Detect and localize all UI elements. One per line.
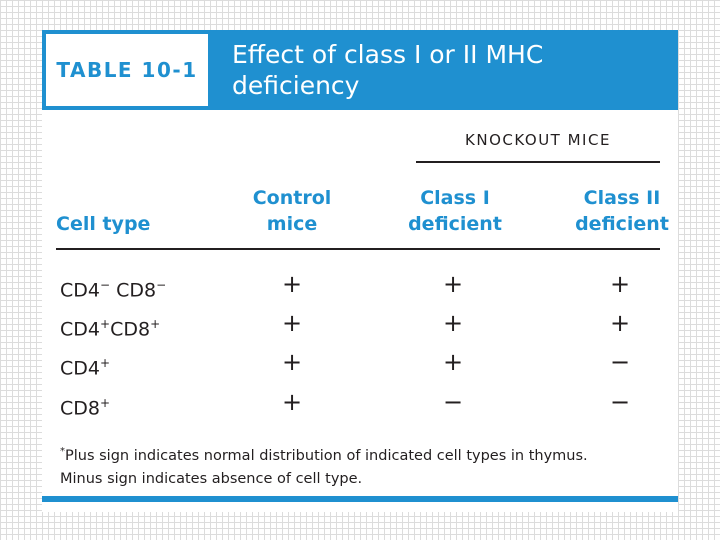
footnote-line-1: *Plus sign indicates normal distribution… bbox=[60, 440, 670, 468]
column-header-control: Control mice bbox=[222, 185, 362, 237]
column-header-control-line-1: Control bbox=[252, 187, 332, 209]
bottom-accent-bar bbox=[42, 496, 678, 502]
class-1-value: + bbox=[442, 348, 464, 376]
class-1-value: − bbox=[442, 388, 464, 416]
table-header-bar: TABLE 10-1 Effect of class I or II MHC d… bbox=[42, 30, 678, 137]
table-row: CD4+CD8+ + + + bbox=[42, 309, 678, 351]
cd4-label: CD4 bbox=[60, 357, 100, 380]
column-header-class-2: Class II deficient bbox=[552, 185, 692, 237]
column-header-class-1-line-2: deficient bbox=[408, 213, 502, 235]
footnote-line-2: Minus sign indicates absence of cell typ… bbox=[60, 470, 363, 487]
cd4-superscript: + bbox=[100, 317, 111, 331]
cd8-label: CD8 bbox=[60, 397, 100, 420]
cd8-superscript: + bbox=[150, 317, 161, 331]
column-header-cell-type: Cell type bbox=[56, 213, 151, 235]
knockout-group-rule bbox=[416, 161, 660, 163]
column-header-class-2-line-1: Class II bbox=[583, 187, 661, 209]
table-row: CD4+ + + − bbox=[42, 348, 678, 390]
table-title-line-2-text: on thymocyte populations bbox=[232, 108, 559, 138]
column-header-class-1-line-1: Class I bbox=[420, 187, 490, 209]
column-header-class-2-line-2: deficient bbox=[575, 213, 669, 235]
class-2-value: − bbox=[609, 388, 631, 416]
header-rule bbox=[56, 248, 660, 250]
table-label: TABLE 10-1 bbox=[56, 58, 198, 82]
class-1-value: + bbox=[442, 309, 464, 337]
table-card: TABLE 10-1 Effect of class I or II MHC d… bbox=[42, 30, 678, 512]
cell-type-name: CD4+ bbox=[60, 350, 110, 381]
footnote-mark: * bbox=[60, 446, 65, 457]
class-2-value: + bbox=[609, 309, 631, 337]
table-row: CD8+ + − − bbox=[42, 388, 678, 430]
cd4-label: CD4 bbox=[60, 318, 100, 341]
column-header-class-1: Class I deficient bbox=[385, 185, 525, 237]
cd8-label: CD8 bbox=[116, 279, 157, 302]
control-value: + bbox=[281, 388, 303, 416]
footnote: *Plus sign indicates normal distribution… bbox=[60, 440, 670, 491]
class-2-value: − bbox=[609, 348, 631, 376]
knockout-mice-group-header: KNOCKOUT MICE bbox=[465, 131, 611, 149]
footnote-line-1-text: Plus sign indicates normal distribution … bbox=[65, 447, 588, 464]
cd4-superscript: + bbox=[100, 356, 111, 370]
cd4-superscript: − bbox=[100, 278, 111, 292]
control-value: + bbox=[281, 309, 303, 337]
table-row: CD4− CD8− + + + bbox=[42, 270, 678, 312]
title-footnote-mark: * bbox=[558, 107, 567, 126]
class-2-value: + bbox=[609, 270, 631, 298]
cd8-superscript: + bbox=[100, 396, 111, 410]
class-1-value: + bbox=[442, 270, 464, 298]
cd8-label: CD8 bbox=[110, 318, 151, 341]
control-value: + bbox=[281, 270, 303, 298]
column-header-control-line-2: mice bbox=[266, 213, 318, 235]
cell-type-name: CD8+ bbox=[60, 390, 110, 421]
cell-type-name: CD4+CD8+ bbox=[60, 311, 160, 342]
table-label-box: TABLE 10-1 bbox=[46, 34, 208, 106]
table-title-line-2: on thymocyte populations* bbox=[232, 101, 672, 138]
control-value: + bbox=[281, 348, 303, 376]
cell-type-name: CD4− CD8− bbox=[60, 272, 166, 303]
cd4-label: CD4 bbox=[60, 279, 100, 302]
table-title-line-1: Effect of class I or II MHC deficiency bbox=[232, 40, 544, 100]
cd8-superscript: − bbox=[156, 278, 167, 292]
table-title: Effect of class I or II MHC deficiency o… bbox=[232, 39, 672, 138]
